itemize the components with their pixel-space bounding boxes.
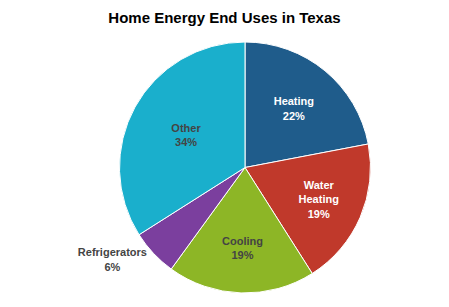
svg-text:Other34%: Other34%: [171, 122, 201, 148]
svg-text:Heating22%: Heating22%: [274, 95, 314, 121]
svg-text:Refrigerators6%: Refrigerators6%: [78, 246, 147, 272]
svg-text:WaterHeating19%: WaterHeating19%: [299, 179, 339, 220]
svg-text:Cooling19%: Cooling19%: [222, 235, 263, 261]
svg-text:Home Energy End Uses in Texas: Home Energy End Uses in Texas: [108, 9, 340, 26]
